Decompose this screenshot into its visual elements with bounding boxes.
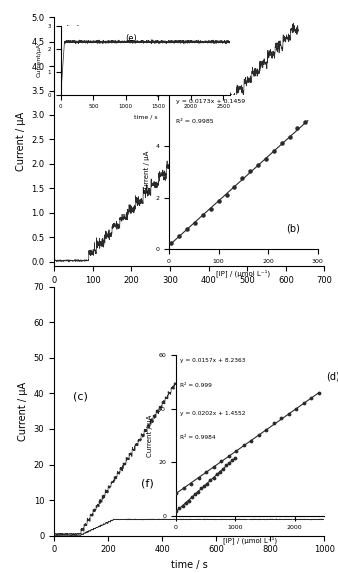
Point <box>201 482 207 491</box>
Point <box>192 218 198 227</box>
X-axis label: time / s: time / s <box>134 115 157 120</box>
Point <box>234 446 239 455</box>
Text: y = 0.0157x + 8.2363: y = 0.0157x + 8.2363 <box>180 359 246 363</box>
Text: (a): (a) <box>65 25 80 35</box>
Point <box>174 489 179 498</box>
Text: (f): (f) <box>141 478 153 488</box>
Point <box>217 468 222 477</box>
Point <box>198 484 204 493</box>
Point <box>256 430 261 439</box>
Point <box>303 118 308 127</box>
Y-axis label: Current / μA: Current / μA <box>16 112 26 171</box>
Y-axis label: Current / μA: Current / μA <box>18 382 28 441</box>
Point <box>174 507 179 516</box>
Point <box>232 183 237 192</box>
Point <box>240 174 245 183</box>
Point <box>220 464 225 473</box>
Point <box>286 410 291 419</box>
Point <box>177 504 182 513</box>
Text: (b): (b) <box>286 224 300 234</box>
Point <box>230 456 235 465</box>
Point <box>279 138 284 147</box>
Text: R² = 0.9984: R² = 0.9984 <box>180 435 216 441</box>
Text: (d): (d) <box>326 371 338 381</box>
Point <box>189 493 195 502</box>
Point <box>214 470 219 479</box>
Text: y = 0.0173x + 0.1459: y = 0.0173x + 0.1459 <box>176 99 246 104</box>
Point <box>279 413 284 422</box>
Point <box>211 463 216 472</box>
Point <box>189 480 194 489</box>
X-axis label: time / s: time / s <box>171 291 208 301</box>
Point <box>271 418 276 427</box>
Point <box>287 132 292 142</box>
Point <box>226 451 232 460</box>
Y-axis label: Current / μA: Current / μA <box>144 151 150 193</box>
Point <box>219 456 224 465</box>
X-axis label: [IP] / (μmol L⁻¹): [IP] / (μmol L⁻¹) <box>216 269 270 277</box>
Point <box>186 496 191 505</box>
X-axis label: time / s: time / s <box>171 560 208 570</box>
Point <box>200 210 206 219</box>
Y-axis label: Current/μA: Current/μA <box>37 43 42 77</box>
Point <box>183 499 188 508</box>
Point <box>180 501 185 510</box>
Point <box>295 123 300 132</box>
Point <box>248 436 254 445</box>
Point <box>169 238 174 248</box>
Text: (e): (e) <box>125 34 137 43</box>
Point <box>241 440 246 449</box>
Point <box>208 205 214 214</box>
Point <box>233 454 238 463</box>
Point <box>223 461 228 470</box>
Point <box>263 426 269 435</box>
Text: y = 0.0202x + 1.4552: y = 0.0202x + 1.4552 <box>180 411 246 417</box>
Point <box>293 404 299 413</box>
Point <box>308 394 314 403</box>
Point <box>208 476 213 485</box>
Point <box>256 160 261 169</box>
Point <box>204 479 210 488</box>
Point <box>196 474 201 483</box>
Text: (c): (c) <box>73 391 88 401</box>
Text: R² = 0.999: R² = 0.999 <box>180 383 212 387</box>
Point <box>271 147 276 156</box>
Point <box>185 224 190 233</box>
Point <box>224 190 229 199</box>
Point <box>301 398 306 407</box>
Point <box>263 155 269 164</box>
Point <box>226 459 232 468</box>
Point <box>181 484 187 493</box>
Point <box>216 197 221 206</box>
Y-axis label: Current / μA: Current / μA <box>147 414 153 457</box>
Point <box>177 231 182 241</box>
Point <box>316 388 321 398</box>
Point <box>203 468 209 477</box>
Point <box>195 487 201 496</box>
Text: R² = 0.9985: R² = 0.9985 <box>176 119 214 124</box>
Point <box>247 167 253 176</box>
Point <box>192 489 198 499</box>
X-axis label: [IP] / (μmol L⁻¹): [IP] / (μmol L⁻¹) <box>223 536 277 544</box>
Point <box>211 473 216 482</box>
